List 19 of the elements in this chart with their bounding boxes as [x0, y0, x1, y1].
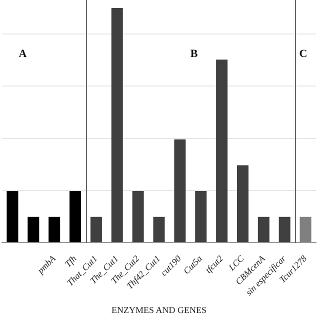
x-axis-title: ENZYMES AND GENES: [111, 304, 207, 315]
bar: [111, 8, 123, 242]
bar: [236, 165, 248, 242]
bar: [278, 216, 290, 242]
bar: [195, 191, 207, 242]
annotation: A: [18, 48, 27, 60]
bar: [153, 216, 165, 242]
bar: [6, 191, 18, 242]
bar: [48, 216, 60, 242]
bar: [132, 191, 144, 242]
annotation: C: [299, 48, 308, 60]
bar: [174, 139, 186, 242]
bar: [70, 191, 82, 242]
bar: [216, 60, 228, 242]
bar: [28, 216, 40, 242]
bar: [90, 216, 102, 242]
annotation: B: [190, 48, 198, 60]
bar: [258, 216, 270, 242]
bar: [300, 216, 312, 242]
